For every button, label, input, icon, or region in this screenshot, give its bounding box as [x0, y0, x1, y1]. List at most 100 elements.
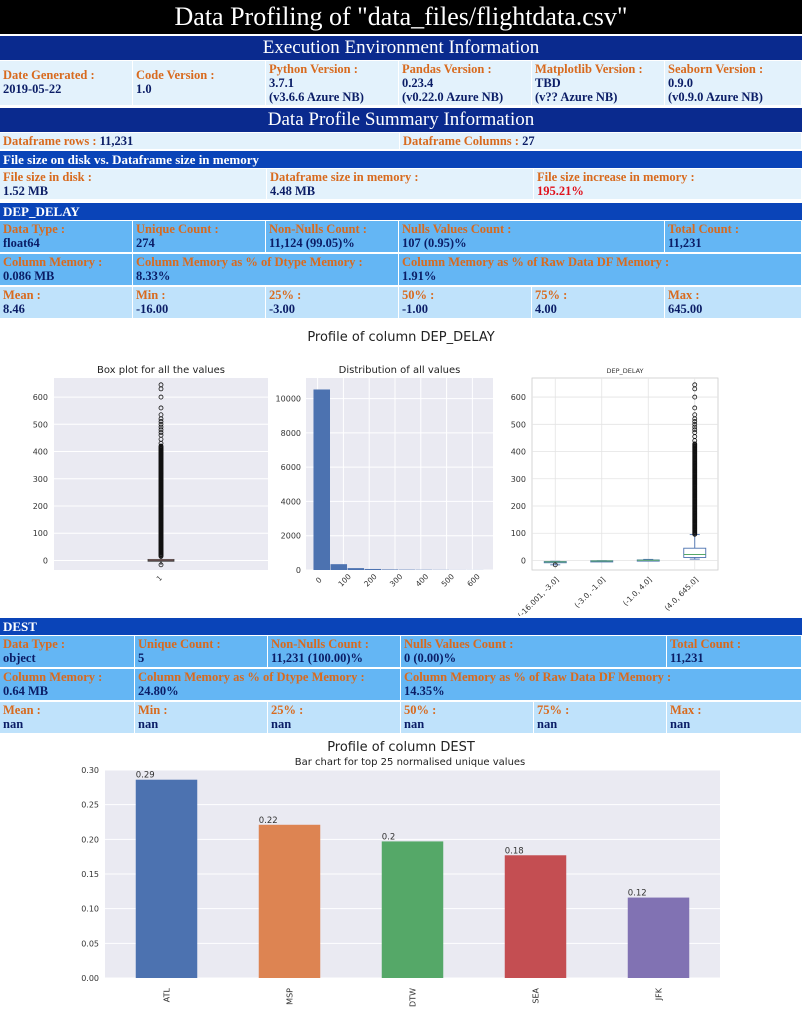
- data-label: 0.22: [259, 816, 278, 826]
- figure-title: Profile of column DEP_DELAY: [307, 330, 494, 345]
- env-cell: Matplotlib Version : TBD (v?? Azure NB): [532, 61, 665, 106]
- stat-label: Max :: [670, 703, 798, 717]
- x-tick-label: SEA: [532, 987, 541, 1003]
- stat-cell: Total Count :11,231: [667, 636, 802, 668]
- x-tick-label: (-1.0, 4.0]: [621, 575, 654, 608]
- y-tick-label: 500: [511, 420, 526, 429]
- box: [684, 548, 706, 557]
- env-info-row: Date Generated : 2019-05-22 Code Version…: [0, 61, 802, 106]
- dataframe-rows: Dataframe rows : 11,231: [0, 133, 400, 150]
- histogram-bar: [313, 389, 330, 570]
- rows-value: 11,231: [100, 134, 134, 148]
- dataframe-columns: Dataframe Columns : 27: [400, 133, 802, 150]
- stat-cell: Total Count :11,231: [665, 221, 802, 253]
- stat-value: 11,231: [668, 236, 798, 250]
- stat-label: Nulls Values Count :: [402, 222, 661, 236]
- env-value-note: (v?? Azure NB): [535, 90, 661, 104]
- env-section-header: Execution Environment Information: [0, 36, 802, 60]
- env-label: Matplotlib Version :: [535, 62, 661, 76]
- stat-cell: 50% :-1.00: [399, 287, 532, 319]
- x-tick-label: 400: [414, 572, 431, 589]
- stat-value: 24.80%: [138, 684, 397, 698]
- stat-cell: Min :nan: [135, 702, 268, 734]
- x-tick-label: 100: [336, 572, 353, 589]
- env-value: 0.23.4: [402, 76, 528, 90]
- env-value-note: (v0.9.0 Azure NB): [668, 90, 798, 104]
- x-tick-label: 1: [155, 574, 164, 583]
- stat-label: Column Memory as % of Raw Data DF Memory…: [402, 255, 798, 269]
- stat-label: Mean :: [3, 703, 131, 717]
- histogram-bar: [348, 568, 365, 570]
- stat-cell: Nulls Values Count :0 (0.00)%: [401, 636, 667, 668]
- chart-title: Box plot for all the values: [97, 365, 225, 376]
- x-tick-label: (-3.0, -1.0]: [573, 575, 608, 610]
- env-label: Date Generated :: [3, 68, 129, 82]
- bar: [382, 841, 444, 978]
- chart-title: Bar chart for top 25 normalised unique v…: [295, 757, 526, 768]
- rows-label: Dataframe rows :: [3, 134, 97, 148]
- env-value-note: (v0.22.0 Azure NB): [402, 90, 528, 104]
- dataframe-shape-row: Dataframe rows : 11,231 Dataframe Column…: [0, 133, 802, 150]
- y-tick-label: 600: [511, 393, 526, 402]
- stat-cell: Column Memory as % of Dtype Memory :24.8…: [135, 669, 401, 701]
- env-label: Pandas Version :: [402, 62, 528, 76]
- stat-value: -3.00: [269, 302, 395, 316]
- bar: [505, 855, 567, 978]
- stat-label: Non-Nulls Count :: [271, 637, 397, 651]
- env-value-note: (v3.6.6 Azure NB): [269, 90, 395, 104]
- stat-cell: Max :nan: [667, 702, 802, 734]
- bar: [628, 898, 690, 978]
- memory-value: 4.48 MB: [270, 184, 530, 198]
- stat-value: nan: [138, 717, 264, 731]
- y-tick-label: 0.05: [81, 939, 99, 948]
- plot-area: [306, 378, 493, 570]
- x-tick-label: (-16.001, -3.0]: [516, 575, 561, 616]
- stat-value: -1.00: [402, 302, 528, 316]
- env-cell: Code Version : 1.0: [133, 61, 266, 106]
- cols-value: 27: [522, 134, 535, 148]
- x-tick-label: 0: [314, 575, 324, 585]
- stat-label: Unique Count :: [136, 222, 262, 236]
- env-label: Python Version :: [269, 62, 395, 76]
- y-tick-label: 400: [33, 448, 48, 457]
- stat-value: 0 (0.00)%: [404, 651, 663, 665]
- page-title: Data Profiling of "data_files/flightdata…: [0, 0, 802, 34]
- y-tick-label: 4000: [281, 497, 301, 506]
- dep-delay-charts: Profile of column DEP_DELAY 010020030040…: [0, 320, 802, 616]
- y-tick-label: 400: [511, 448, 526, 457]
- env-value: 1.0: [136, 82, 262, 96]
- stat-cell: 25% :nan: [268, 702, 401, 734]
- stat-value: 8.33%: [136, 269, 395, 283]
- disk-label: File size in disk :: [3, 170, 263, 184]
- stat-value: object: [3, 651, 131, 665]
- column-stats-row-1: Data Type :float64 Unique Count :274 Non…: [0, 221, 802, 253]
- y-tick-label: 200: [33, 502, 48, 511]
- env-value: 2019-05-22: [3, 82, 129, 96]
- env-cell: Pandas Version : 0.23.4 (v0.22.0 Azure N…: [399, 61, 532, 106]
- stat-label: Total Count :: [668, 222, 798, 236]
- data-label: 0.29: [136, 771, 155, 781]
- y-tick-label: 0.10: [81, 905, 99, 914]
- stat-value: 107 (0.95)%: [402, 236, 661, 250]
- column-header-dest: DEST: [0, 618, 802, 635]
- stat-cell: 75% :nan: [534, 702, 667, 734]
- stat-label: Nulls Values Count :: [404, 637, 663, 651]
- stat-value: -16.00: [136, 302, 262, 316]
- stat-label: Column Memory :: [3, 255, 129, 269]
- y-tick-label: 0: [296, 566, 301, 575]
- y-tick-label: 0.15: [81, 870, 99, 879]
- env-cell: Python Version : 3.7.1 (v3.6.6 Azure NB): [266, 61, 399, 106]
- stat-value: 14.35%: [404, 684, 798, 698]
- chart-title: DEP_DELAY: [606, 367, 643, 375]
- stat-cell: Non-Nulls Count :11,124 (99.05)%: [266, 221, 399, 253]
- stat-value: 11,231 (100.00)%: [271, 651, 397, 665]
- chart-title: Distribution of all values: [339, 365, 461, 376]
- column-stats-row-3: Mean :nan Min :nan 25% :nan 50% :nan 75%…: [0, 702, 802, 734]
- stat-cell: 50% :nan: [401, 702, 534, 734]
- x-tick-label: MSP: [286, 988, 295, 1005]
- stat-value: nan: [3, 717, 131, 731]
- stat-label: Column Memory as % of Dtype Memory :: [136, 255, 395, 269]
- histogram-bar: [382, 569, 399, 570]
- stat-value: 1.91%: [402, 269, 798, 283]
